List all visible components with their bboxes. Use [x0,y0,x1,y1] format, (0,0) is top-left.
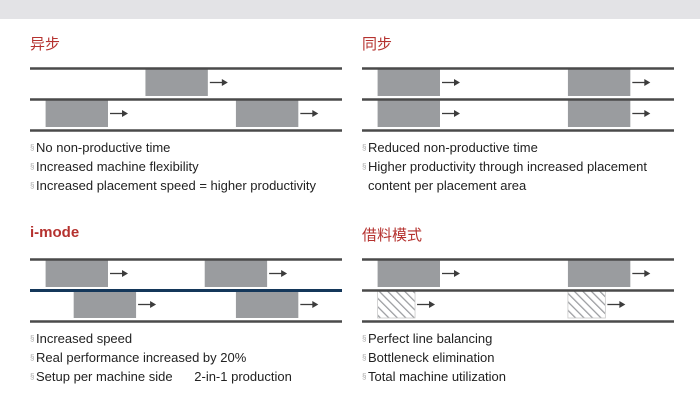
arrow-icon [417,301,436,308]
arrow-icon [442,270,460,277]
arrow-icon [300,110,319,117]
pcb-block [377,100,440,127]
pcb-block [235,291,299,318]
quadrant-borrow: 借料模式 § Perfect line balancing § Bottleneck… [362,224,674,389]
bullet-mark: § [362,372,367,381]
pcb-block [567,100,631,127]
pcb-block [377,260,440,287]
bullet-item: § Higher productivity through increased p… [362,159,647,193]
arrow-icon [632,79,651,86]
pcb-block [45,100,108,127]
bullet-list: § Perfect line balancing § Bottleneck elim… [362,329,506,386]
arrow-icon [138,301,157,308]
bullet-item: § Real performance increased by 20% [30,350,247,365]
arrow-icon [632,270,651,277]
arrow-icon [442,79,460,86]
quadrant-title: 异步 [30,36,61,53]
sync-diagram [362,67,674,132]
pcb-block [567,290,606,319]
bullet-mark: § [362,162,367,171]
quadrant-title: i-mode [30,224,80,241]
arrow-icon [632,110,651,117]
pcb-block [377,69,440,96]
bullet-item: § Bottleneck elimination [362,350,495,365]
pcb-block [73,291,137,318]
quadrant-title: 同步 [362,36,393,53]
imode-diagram [30,258,342,323]
quadrant-sync: 同步 § Reduced non-productive time § Higher … [362,33,674,198]
bullet-item: § Reduced non-productive time [362,140,538,155]
top-banner [0,0,700,19]
async-diagram [30,67,342,132]
arrow-icon [269,270,288,277]
bullet-item: § Perfect line balancing [362,331,493,346]
pcb-block [235,100,299,127]
bullet-item: § Increased speed [30,331,133,346]
bullet-mark: § [362,353,367,362]
pcb-block [377,290,416,319]
bullet-mark: § [30,181,35,190]
arrow-icon [110,270,128,277]
arrow-icon [209,79,228,86]
bullet-item: § No non-productive time [30,140,171,155]
arrow-icon [300,301,319,308]
pcb-block [567,260,631,287]
arrow-icon [607,301,626,308]
bullet-item: § Total machine utilization [362,369,507,384]
quadrant-imode: i-mode § Increased speed § Real performanc… [30,224,342,389]
bullet-list: § No non-productive time § Increased machi… [30,138,316,195]
arrow-icon [110,110,128,117]
bullet-item: § Increased machine flexibility [30,159,199,174]
pcb-block [45,260,108,287]
bullet-mark: § [30,372,35,381]
bullet-list: § Increased speed § Real performance incre… [30,329,292,386]
bullet-mark: § [30,143,35,152]
bullet-mark: § [362,334,367,343]
bullet-mark: § [30,334,35,343]
bullet-mark: § [30,162,35,171]
bullet-mark: § [362,143,367,152]
pcb-block [567,69,631,96]
bullet-item: § Increased placement speed = higher prod… [30,178,317,193]
pcb-block [145,69,208,96]
borrow-diagram [362,258,674,323]
bullet-list: § Reduced non-productive time § Higher pro… [362,138,678,195]
quadrant-async: 异步 § No non-productive time § Increased ma… [30,33,342,198]
arrow-icon [442,110,460,117]
quadrant-title: 借料模式 [362,227,423,244]
pcb-block [204,260,268,287]
bullet-mark: § [30,353,35,362]
bullet-item: § Setup per machine side 2-in-1 productio… [30,369,292,384]
